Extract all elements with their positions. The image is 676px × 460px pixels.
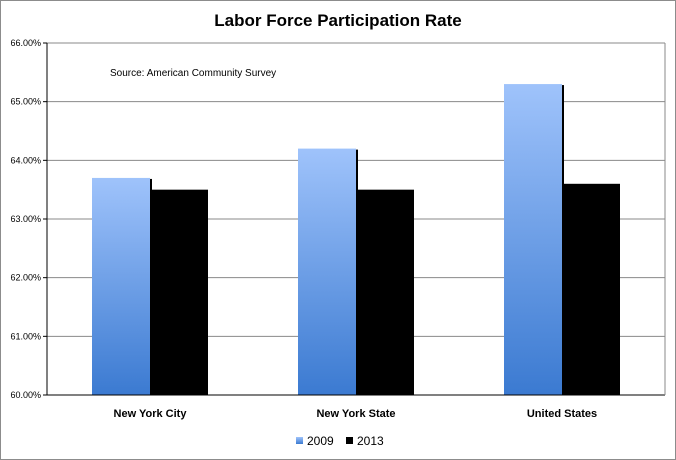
chart-title: Labor Force Participation Rate xyxy=(214,11,462,30)
legend-swatch-2009 xyxy=(296,437,303,444)
bar-2013-1 xyxy=(356,189,414,395)
category-label: United States xyxy=(527,408,597,420)
bar-2009-2 xyxy=(504,84,562,396)
bar-2013-2 xyxy=(562,183,620,395)
y-tick-label: 65.00% xyxy=(10,97,41,107)
y-axis-ticks: 60.00% 61.00% 62.00% 63.00% 64.00% 65.00% 66.0… xyxy=(10,38,47,400)
legend-label-2013: 2013 xyxy=(357,434,384,448)
bars xyxy=(92,84,620,396)
y-tick-label: 64.00% xyxy=(10,155,41,165)
y-tick-label: 66.00% xyxy=(10,38,41,48)
legend-swatch-2013 xyxy=(346,437,353,444)
bar-2009-0 xyxy=(92,177,150,395)
axes xyxy=(46,43,666,396)
source-annotation: Source: American Community Survey xyxy=(110,68,276,79)
y-tick-label: 60.00% xyxy=(10,390,41,400)
category-label: New York State xyxy=(316,408,395,420)
bar-2013-0 xyxy=(150,189,208,395)
y-tick-label: 62.00% xyxy=(10,273,41,283)
bar-2009-1 xyxy=(298,148,356,395)
y-tick-label: 61.00% xyxy=(10,331,41,341)
category-label: New York City xyxy=(114,408,188,420)
x-axis-category-labels: New York City New York State United States xyxy=(114,408,598,420)
y-tick-label: 63.00% xyxy=(10,214,41,224)
legend-label-2009: 2009 xyxy=(307,434,334,448)
legend: 2009 2013 xyxy=(296,434,384,448)
